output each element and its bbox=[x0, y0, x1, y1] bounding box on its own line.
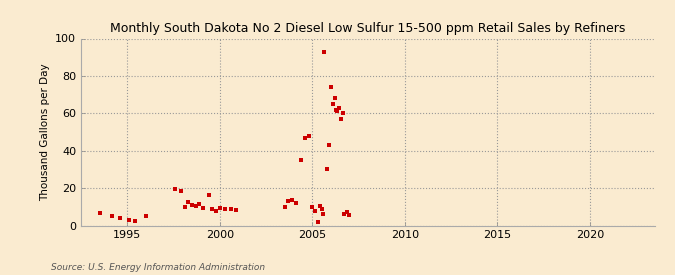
Point bbox=[231, 207, 242, 212]
Point bbox=[225, 207, 236, 211]
Point bbox=[296, 158, 306, 162]
Point bbox=[323, 143, 334, 147]
Point bbox=[315, 204, 325, 208]
Point bbox=[335, 117, 346, 121]
Point bbox=[332, 109, 343, 114]
Point bbox=[94, 211, 105, 216]
Point bbox=[183, 200, 194, 204]
Point bbox=[338, 111, 348, 116]
Point bbox=[203, 192, 214, 197]
Point bbox=[307, 205, 318, 209]
Point bbox=[283, 199, 294, 204]
Point bbox=[322, 167, 333, 172]
Point bbox=[140, 214, 151, 218]
Point bbox=[130, 219, 140, 223]
Point bbox=[325, 85, 336, 89]
Point bbox=[338, 212, 349, 216]
Point bbox=[194, 202, 205, 206]
Point bbox=[334, 106, 345, 110]
Point bbox=[313, 219, 323, 224]
Point bbox=[180, 205, 190, 209]
Point bbox=[319, 50, 330, 54]
Point bbox=[300, 135, 310, 140]
Point bbox=[287, 198, 298, 202]
Point bbox=[318, 212, 329, 216]
Point bbox=[329, 96, 340, 101]
Point bbox=[170, 187, 181, 191]
Point bbox=[341, 210, 352, 214]
Point bbox=[176, 189, 186, 193]
Title: Monthly South Dakota No 2 Diesel Low Sulfur 15-500 ppm Retail Sales by Refiners: Monthly South Dakota No 2 Diesel Low Sul… bbox=[110, 21, 626, 35]
Point bbox=[187, 203, 198, 207]
Text: Source: U.S. Energy Information Administration: Source: U.S. Energy Information Administ… bbox=[51, 263, 265, 272]
Point bbox=[344, 213, 355, 218]
Point bbox=[211, 208, 221, 213]
Point bbox=[279, 205, 290, 209]
Point bbox=[316, 207, 327, 211]
Point bbox=[107, 214, 118, 218]
Point bbox=[310, 208, 321, 213]
Y-axis label: Thousand Gallons per Day: Thousand Gallons per Day bbox=[40, 63, 49, 201]
Point bbox=[290, 201, 301, 205]
Point bbox=[207, 207, 218, 211]
Point bbox=[198, 205, 209, 210]
Point bbox=[190, 204, 201, 208]
Point bbox=[331, 107, 342, 112]
Point bbox=[115, 216, 126, 220]
Point bbox=[327, 102, 338, 106]
Point bbox=[303, 134, 314, 138]
Point bbox=[220, 207, 231, 211]
Point bbox=[124, 217, 134, 222]
Point bbox=[215, 205, 225, 210]
